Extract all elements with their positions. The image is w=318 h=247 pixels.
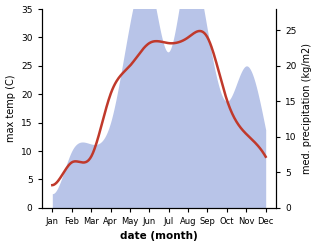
X-axis label: date (month): date (month)	[120, 231, 198, 242]
Y-axis label: max temp (C): max temp (C)	[5, 75, 16, 142]
Y-axis label: med. precipitation (kg/m2): med. precipitation (kg/m2)	[302, 43, 313, 174]
